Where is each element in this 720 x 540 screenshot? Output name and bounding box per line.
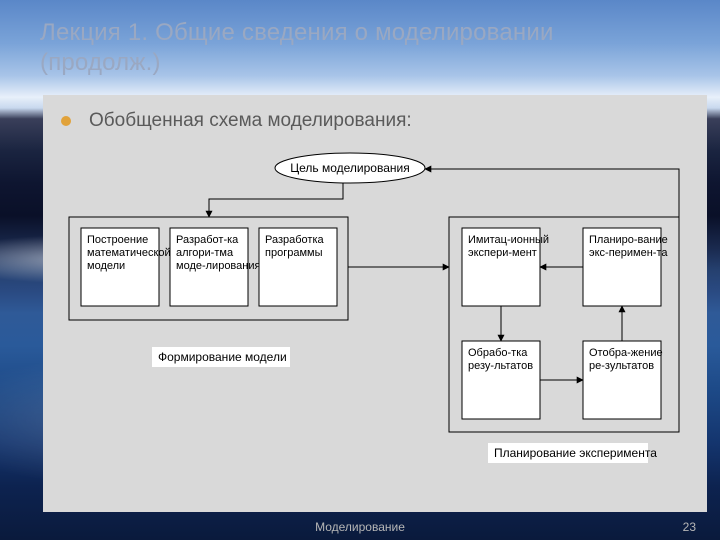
slide-footer: Моделирование [0, 520, 720, 534]
svg-text:Обрабо-ткарезу-льтатов: Обрабо-ткарезу-льтатов [468, 347, 533, 372]
bullet-icon [61, 116, 71, 126]
edge-groupR_top-goal_right [425, 169, 679, 217]
title-line-1: Лекция 1. Общие сведения о моделировании [40, 18, 554, 48]
node-label-goal: Цель моделирования [290, 161, 409, 175]
slide-title: Лекция 1. Общие сведения о моделировании… [40, 18, 554, 78]
bullet-text: Обобщенная схема моделирования: [89, 110, 412, 132]
edge-goal_bottom-groupL_top [209, 183, 343, 217]
diagram-flowchart: Цель моделированияПостроениематематическ… [43, 145, 707, 512]
svg-text:Планиро-ваниеэкс-перимен-та: Планиро-ваниеэкс-перимен-та [589, 234, 668, 259]
label-text-labL: Формирование модели [158, 350, 287, 364]
svg-text:Разработкапрограммы: Разработкапрограммы [265, 234, 325, 259]
label-text-labR: Планирование эксперимента [494, 446, 657, 460]
diagram-svg: Цель моделированияПостроениематематическ… [43, 145, 707, 512]
slide-number: 23 [683, 520, 696, 534]
bullet-row: Обобщенная схема моделирования: [61, 110, 412, 132]
slide-body: Обобщенная схема моделирования: Цель мод… [43, 95, 707, 512]
svg-text:Отобра-жениере-зультатов: Отобра-жениере-зультатов [589, 347, 663, 372]
title-line-2: (продолж.) [40, 48, 554, 78]
